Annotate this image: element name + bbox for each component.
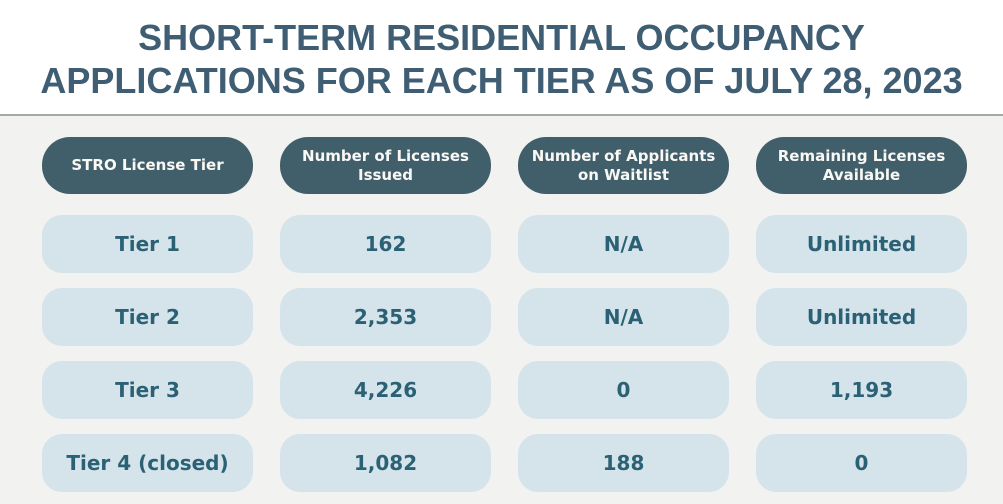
title-divider xyxy=(0,114,1003,116)
tier-3-waitlist: 0 xyxy=(518,361,729,419)
tier-3-licenses-issued: 4,226 xyxy=(280,361,491,419)
tier-3-remaining: 1,193 xyxy=(756,361,967,419)
tier-3-label: Tier 3 xyxy=(42,361,253,419)
tier-1-licenses-issued: 162 xyxy=(280,215,491,273)
tier-2-licenses-issued: 2,353 xyxy=(280,288,491,346)
tier-4-label: Tier 4 (closed) xyxy=(42,434,253,492)
tier-4-remaining: 0 xyxy=(756,434,967,492)
title-area: SHORT-TERM RESIDENTIAL OCCUPANCY APPLICA… xyxy=(0,0,1003,114)
page-title-line-1: SHORT-TERM RESIDENTIAL OCCUPANCY xyxy=(138,17,865,58)
column-header-applicants-waitlist: Number of Applicants on Waitlist xyxy=(518,137,729,194)
tier-2-label: Tier 2 xyxy=(42,288,253,346)
tier-1-waitlist: N/A xyxy=(518,215,729,273)
page-title-line-2: APPLICATIONS FOR EACH TIER AS OF JULY 28… xyxy=(40,60,963,101)
table-header-row: STRO License Tier Number of Licenses Iss… xyxy=(42,137,967,194)
column-header-licenses-issued: Number of Licenses Issued xyxy=(280,137,491,194)
tier-1-remaining: Unlimited xyxy=(756,215,967,273)
tier-2-remaining: Unlimited xyxy=(756,288,967,346)
column-header-stro-license-tier: STRO License Tier xyxy=(42,137,253,194)
table-body: Tier 1 162 N/A Unlimited Tier 2 2,353 N/… xyxy=(42,215,967,492)
tier-4-licenses-issued: 1,082 xyxy=(280,434,491,492)
tier-2-waitlist: N/A xyxy=(518,288,729,346)
tier-1-label: Tier 1 xyxy=(42,215,253,273)
column-header-remaining-available: Remaining Licenses Available xyxy=(756,137,967,194)
tier-4-waitlist: 188 xyxy=(518,434,729,492)
